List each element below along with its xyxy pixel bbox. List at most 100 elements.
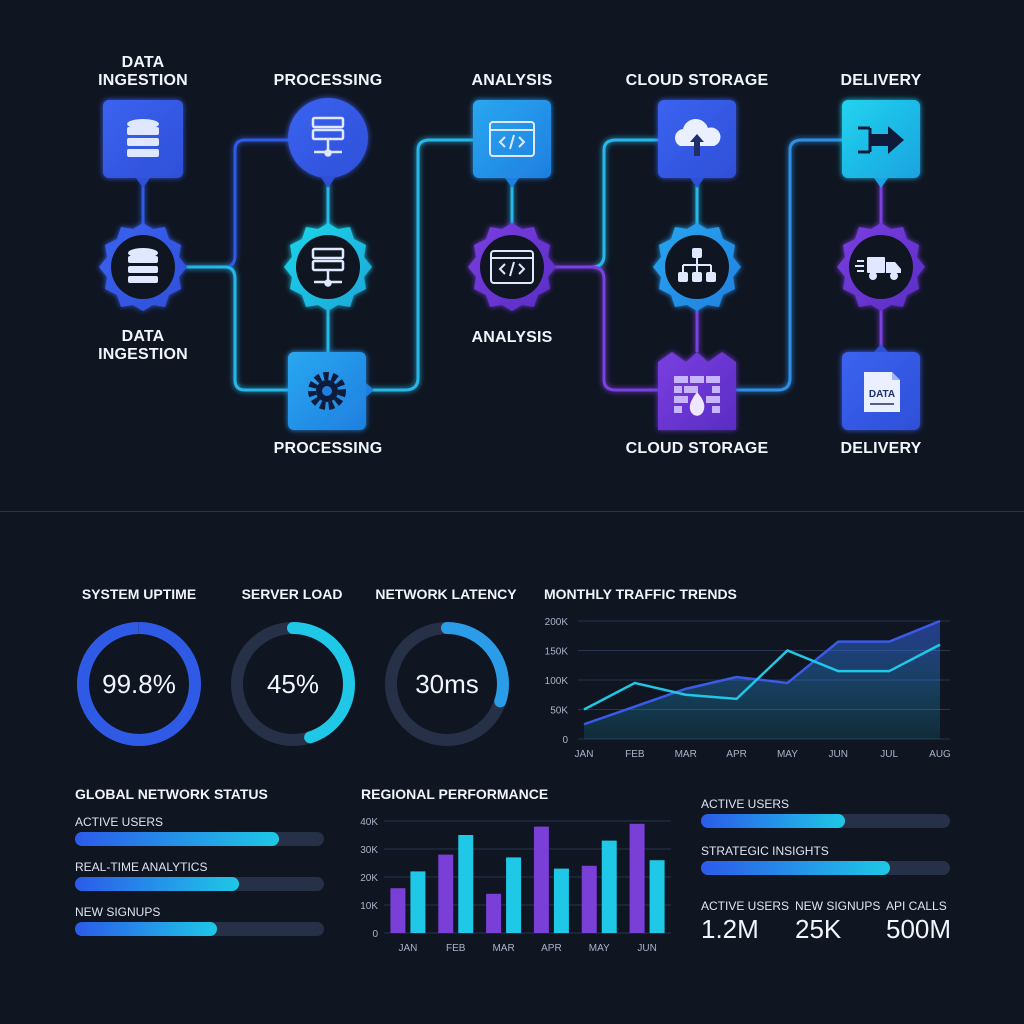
delivery-truck-icon	[855, 257, 901, 280]
gauge-uptime-ring	[77, 622, 201, 746]
traffic-y-tick: 200K	[545, 617, 569, 628]
server-icon	[311, 247, 345, 287]
panel-bar-strategic-insights	[701, 861, 950, 875]
regional-bar-jun-series-1	[629, 823, 645, 933]
regional-bar-feb-series-1	[438, 854, 454, 933]
regional-bar-may-series-2	[601, 840, 617, 933]
traffic-chart-title: MONTHLY TRAFFIC TRENDS	[544, 586, 737, 602]
traffic-y-tick: 50K	[550, 706, 568, 717]
traffic-x-tick: JUN	[829, 749, 848, 760]
gauge-uptime: 99.8%	[74, 619, 204, 749]
stage-label-analysis-bottom: ANALYSIS	[471, 329, 553, 346]
regional-bar-may-series-1	[581, 865, 597, 933]
status-bar-fill	[75, 832, 280, 846]
gauge-load: 45%	[228, 619, 358, 749]
regional-y-tick: 20K	[360, 873, 378, 884]
network-status-title: GLOBAL NETWORK STATUS	[75, 786, 268, 802]
gauge-load-ring	[231, 622, 355, 746]
traffic-y-tick: 150K	[545, 647, 569, 658]
stage-label-processing-bottom: PROCESSING	[273, 440, 383, 457]
status-bar-realtime-analytics	[75, 877, 324, 891]
stage-label-delivery-bottom: DELIVERY	[840, 440, 922, 457]
storage-hub-node[interactable]	[653, 223, 741, 311]
regional-y-tick: 30K	[360, 845, 378, 856]
panel-label-active-users: ACTIVE USERS	[701, 797, 790, 811]
stage-label-storage-bottom: CLOUD STORAGE	[625, 440, 769, 457]
traffic-x-tick: FEB	[625, 749, 645, 760]
cloud-upload-icon	[675, 119, 721, 156]
firewall-icon	[674, 376, 720, 416]
delivery-hub-node[interactable]	[837, 223, 925, 311]
delivery-bottom-node[interactable]: DATA	[842, 344, 920, 430]
analysis-top-node[interactable]	[473, 100, 551, 188]
server-icon	[311, 116, 345, 157]
regional-bar-apr-series-2	[553, 868, 569, 933]
traffic-x-tick: MAR	[675, 749, 697, 760]
gauge-latency-ring	[385, 622, 509, 746]
regional-bar-jun-series-2	[649, 860, 665, 933]
regional-chart-title: REGIONAL PERFORMANCE	[361, 786, 549, 802]
traffic-x-tick: JUL	[880, 749, 898, 760]
gear-icon	[308, 372, 346, 410]
gauge-title-latency: NETWORK LATENCY	[375, 586, 517, 602]
regional-x-tick: FEB	[446, 943, 466, 954]
gauge-value-uptime: 99.8%	[102, 668, 176, 699]
regional-y-tick: 10K	[360, 901, 378, 912]
gauge-value-load: 45%	[266, 668, 320, 699]
panel-bar-fill	[701, 814, 846, 828]
hierarchy-icon	[678, 248, 716, 282]
regional-y-tick: 40K	[360, 817, 378, 828]
regional-bar-apr-series-1	[533, 826, 549, 933]
traffic-line-series-1	[583, 619, 941, 726]
stat-label-new-signups: NEW SIGNUPS	[795, 899, 881, 913]
processing-bottom-node[interactable]	[288, 352, 374, 430]
stage-label-delivery-top: DELIVERY	[840, 72, 922, 89]
data-file-icon: DATA	[864, 372, 900, 412]
stage-label-ingestion-top: DATA INGESTION	[98, 54, 188, 89]
ingestion-hub-node[interactable]	[99, 223, 187, 311]
stage-label-ingestion-bottom: DATA INGESTION	[98, 328, 188, 363]
traffic-x-tick: MAY	[777, 749, 798, 760]
processing-hub-node[interactable]	[284, 223, 372, 311]
code-window-icon	[490, 250, 534, 284]
panel-label-strategic-insights: STRATEGIC INSIGHTS	[701, 844, 829, 858]
section-divider	[0, 511, 1024, 512]
panel-bar-active-users	[701, 814, 950, 828]
status-bar-active-users	[75, 832, 324, 846]
gauge-title-uptime: SYSTEM UPTIME	[81, 586, 197, 602]
delivery-top-node[interactable]	[842, 100, 920, 188]
stat-value-api-calls: 500M	[886, 914, 952, 944]
traffic-chart: 0 50K 100K 150K 200K JAN FEB MAR APR MAY JUN JUL AUG	[545, 617, 951, 760]
traffic-line-series-2	[583, 643, 941, 711]
stat-label-api-calls: API CALLS	[886, 899, 947, 913]
regional-x-tick: APR	[541, 943, 562, 954]
status-label-active-users: ACTIVE USERS	[75, 815, 164, 829]
panel-bar-fill	[701, 861, 891, 875]
pipeline-diagram: DATA	[99, 98, 925, 430]
stage-label-storage-top: CLOUD STORAGE	[625, 72, 769, 89]
status-label-new-signups: NEW SIGNUPS	[75, 905, 161, 919]
storage-bottom-node[interactable]	[658, 352, 736, 430]
regional-x-tick: JAN	[398, 943, 417, 954]
stat-value-active-users: 1.2M	[701, 914, 759, 944]
gauge-title-load: SERVER LOAD	[241, 586, 343, 602]
regional-x-tick: MAR	[492, 943, 514, 954]
analysis-hub-node[interactable]	[468, 223, 556, 311]
regional-chart: 0 10K 20K 30K 40K JAN FEB MAR APR MAY JUN	[360, 817, 671, 954]
database-icon	[127, 119, 159, 157]
regional-bar-mar-series-2	[506, 857, 522, 933]
traffic-x-tick: AUG	[929, 749, 951, 760]
traffic-x-tick: JAN	[575, 749, 594, 760]
storage-top-node[interactable]	[658, 100, 736, 188]
data-file-text: DATA	[869, 389, 895, 400]
regional-bar-mar-series-1	[486, 893, 502, 933]
ingestion-top-node[interactable]	[103, 100, 183, 188]
regional-x-tick: MAY	[589, 943, 610, 954]
stat-label-active-users: ACTIVE USERS	[701, 899, 790, 913]
status-label-realtime-analytics: REAL-TIME ANALYTICS	[75, 860, 208, 874]
stat-value-new-signups: 25K	[795, 914, 842, 944]
processing-top-node[interactable]	[288, 98, 368, 188]
stage-label-processing-top: PROCESSING	[273, 72, 383, 89]
regional-bar-jan-series-1	[390, 888, 406, 933]
status-bar-new-signups	[75, 922, 324, 936]
